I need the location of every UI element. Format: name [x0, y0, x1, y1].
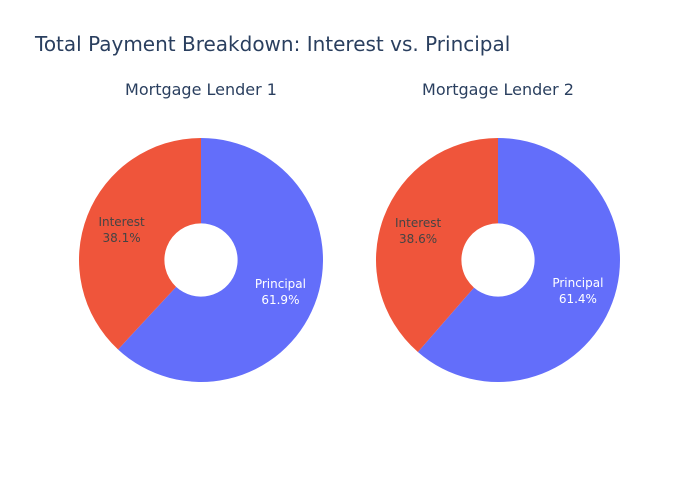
- slice-label-name: Principal: [552, 276, 603, 290]
- slice-label-percent: 61.9%: [261, 293, 299, 307]
- pie-slice-interest-lender-1: [79, 138, 201, 350]
- slice-label-name: Interest: [98, 215, 145, 229]
- pie-slices-lender-1: Principal 61.9% Interest 38.1%: [79, 138, 324, 382]
- slice-label-principal-lender-2: Principal 61.4%: [552, 276, 603, 306]
- slice-label-interest-lender-1: Interest 38.1%: [98, 215, 145, 245]
- pie-subtitle-lender-1: Mortgage Lender 1: [125, 80, 277, 99]
- slice-label-interest-lender-2: Interest 38.6%: [395, 216, 442, 246]
- slice-label-percent: 38.1%: [103, 231, 141, 245]
- chart-title: Total Payment Breakdown: Interest vs. Pr…: [34, 32, 510, 56]
- slice-label-percent: 38.6%: [399, 232, 437, 246]
- pie-chart-lender-1: Mortgage Lender 1 Principal 61.9% Interest…: [79, 80, 324, 382]
- pie-subtitle-lender-2: Mortgage Lender 2: [422, 80, 574, 99]
- pie-slice-interest-lender-2: [375, 138, 498, 353]
- pie-slices-lender-2: Principal 61.4% Interest 38.6%: [375, 138, 620, 382]
- pie-chart-lender-2: Mortgage Lender 2 Principal 61.4% Interest…: [375, 80, 620, 382]
- slice-label-name: Interest: [395, 216, 442, 230]
- slice-label-name: Principal: [255, 277, 306, 291]
- pie-slice-principal-lender-1: [118, 138, 324, 382]
- slice-label-principal-lender-1: Principal 61.9%: [255, 277, 306, 307]
- slice-label-percent: 61.4%: [559, 292, 597, 306]
- pie-slice-principal-lender-2: [417, 138, 620, 382]
